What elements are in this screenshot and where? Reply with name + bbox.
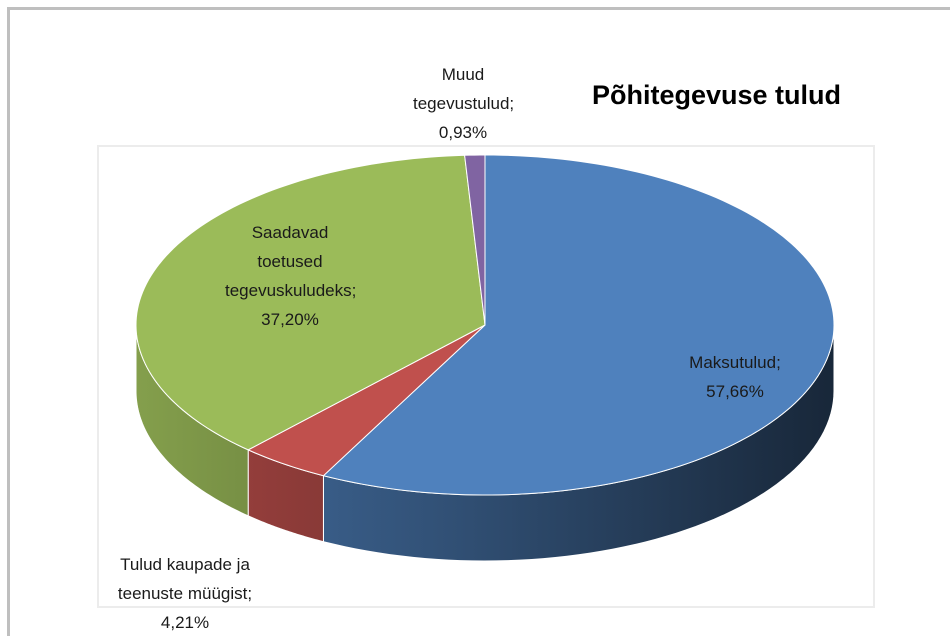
slice (322, 154, 835, 496)
plot-area (97, 145, 875, 608)
slice (135, 154, 486, 451)
data-label: Tulud kaupade ja teenuste müügist; 4,21% (105, 550, 265, 636)
label-separator: ; (351, 281, 357, 300)
value-label: 0,93% (438, 123, 488, 142)
data-label: Maksutulud; 57,66% (675, 348, 795, 406)
slice (247, 324, 486, 477)
category-name: Saadavad toetused tegevuskuludeks (225, 223, 352, 300)
label-separator: ; (776, 353, 781, 372)
slice (464, 154, 486, 326)
label-separator: ; (247, 584, 253, 603)
category-name: Maksutulud (689, 353, 777, 372)
category-name: Tulud kaupade ja teenuste müügist (117, 555, 250, 603)
value-label: 57,66% (706, 382, 764, 401)
value-label: 4,21% (160, 613, 210, 632)
chart-title: Põhitegevuse tulud (592, 80, 842, 110)
label-separator: ; (509, 94, 515, 113)
category-name: Muud tegevustulud (413, 65, 510, 113)
data-label: Saadavad toetused tegevuskuludeks; 37,20… (225, 218, 357, 334)
value-label: 37,20% (261, 310, 319, 329)
chart-frame (7, 7, 950, 636)
data-label: Muud tegevustulud; 0,93% (413, 60, 515, 147)
